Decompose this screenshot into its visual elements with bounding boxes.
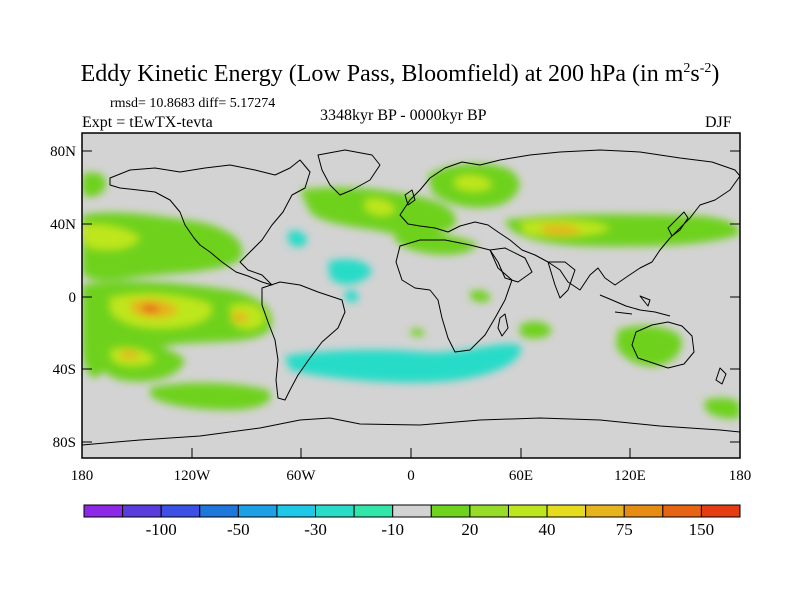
lon-label-180w: 180: [71, 468, 94, 484]
colorbar-swatch: [83, 504, 124, 518]
ek-contour-fields: [82, 149, 740, 446]
coast-indonesia: [599, 294, 671, 317]
colorbar-swatch: [353, 504, 394, 518]
plot-title: Eddy Kinetic Energy (Low Pass, Bloomfiel…: [80, 61, 720, 87]
colorbar-swatch: [469, 504, 509, 518]
colorbar-swatch: [700, 504, 741, 518]
coast-australia: [631, 321, 695, 369]
colorbar-swatch: [507, 504, 548, 518]
colorbar-swatch: [430, 504, 471, 518]
lat-label-40s: 40S: [53, 362, 76, 378]
colorbar-swatch: [199, 504, 239, 518]
longitude-ticks: [81, 448, 741, 458]
experiment-label: Expt = tEwTX-tevta: [82, 114, 213, 131]
colorbar-swatch: [585, 504, 625, 518]
latitude-ticks: [82, 150, 740, 443]
coast-north-america: [109, 159, 311, 286]
colorbar-swatch: [237, 504, 278, 518]
colorbar-label: -10: [381, 520, 404, 539]
colorbar-swatch: [546, 504, 587, 518]
lat-label-80s: 80S: [53, 435, 76, 451]
colorbar-label: -100: [146, 520, 177, 539]
colorbar-label: 40: [539, 520, 556, 539]
colorbar-label: -50: [227, 520, 250, 539]
lon-label-60w: 60W: [286, 468, 316, 484]
coast-india: [547, 261, 576, 299]
colorbar-swatch: [160, 504, 201, 518]
level-150-regions: [142, 304, 160, 313]
coast-greenland: [317, 149, 381, 196]
colorbar-swatch: [276, 504, 317, 518]
lat-label-40n: 40N: [50, 217, 76, 233]
coastlines: [82, 149, 740, 446]
lon-label-60e: 60E: [509, 468, 533, 484]
coast-eurasia: [399, 149, 740, 291]
colorbar-swatch: [623, 504, 664, 518]
coast-new-zealand: [715, 367, 727, 385]
coast-arabia: [489, 247, 533, 283]
colorbar-swatch: [392, 504, 432, 518]
colorbar-swatch: [122, 504, 162, 518]
colorbar: [83, 504, 741, 518]
lat-label-80n: 80N: [50, 144, 76, 160]
colorbar-label: 150: [689, 520, 715, 539]
negative-anomaly-regions: [285, 230, 521, 383]
colorbar-label: 75: [616, 520, 633, 539]
colorbar-labels: -100 -50 -30 -10 20 40 75 150: [146, 520, 715, 539]
colorbar-swatch: [662, 504, 702, 518]
lat-label-0: 0: [69, 290, 77, 306]
season-label: DJF: [705, 114, 732, 131]
lon-label-120w: 120W: [174, 468, 212, 484]
coast-south-america: [261, 281, 346, 401]
positive-anomaly-regions: [82, 163, 740, 419]
colorbar-swatch: [315, 504, 355, 518]
coast-madagascar: [497, 313, 509, 337]
colorbar-label: 20: [461, 520, 478, 539]
period-label: 3348kyr BP - 0000kyr BP: [320, 107, 487, 124]
lon-label-180e: 180: [729, 468, 752, 484]
coast-africa: [395, 239, 513, 353]
lon-label-0: 0: [407, 468, 415, 484]
coast-british-isles: [404, 189, 416, 206]
coast-japan: [667, 211, 689, 237]
stats-label: rmsd= 10.8683 diff= 5.17274: [110, 96, 276, 111]
level-75-regions: [120, 224, 582, 359]
lon-label-120e: 120E: [614, 468, 646, 484]
colorbar-label: -30: [304, 520, 327, 539]
coast-antarctica: [82, 417, 740, 446]
